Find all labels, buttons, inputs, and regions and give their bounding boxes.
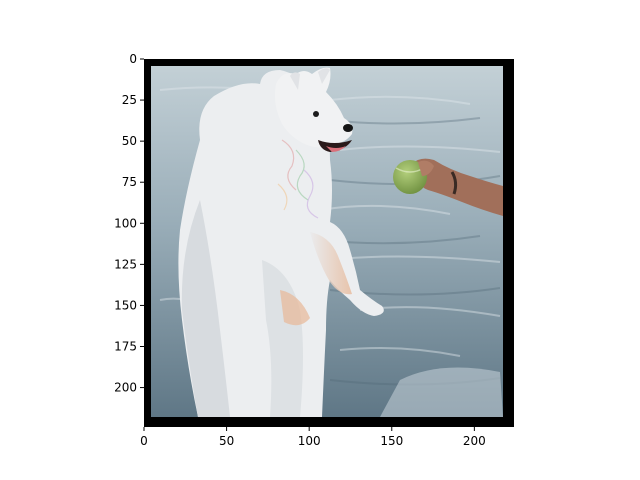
dog-head <box>274 67 353 148</box>
image-axes <box>144 59 514 427</box>
dog-nose <box>343 124 353 132</box>
y-tick-label: 50 <box>122 134 137 148</box>
samoyed-dog-photo-icon <box>151 66 503 417</box>
x-tick-label: 100 <box>298 434 321 448</box>
tennis-ball <box>393 160 427 194</box>
y-tick-label: 0 <box>129 52 137 66</box>
dog-body <box>178 70 384 417</box>
x-tick-label: 50 <box>219 434 234 448</box>
y-axis: 0 25 50 75 100 125 150 175 200 <box>114 52 144 395</box>
y-tick-label: 75 <box>122 175 137 189</box>
y-tick-label: 200 <box>114 381 137 395</box>
x-tick-label: 200 <box>463 434 486 448</box>
x-tick-label: 150 <box>380 434 403 448</box>
y-tick-label: 100 <box>114 216 137 230</box>
human-arm <box>412 158 503 216</box>
y-tick-label: 150 <box>114 298 137 312</box>
y-tick-label: 175 <box>114 340 137 354</box>
dog-eye <box>313 111 319 117</box>
x-tick-label: 0 <box>140 434 148 448</box>
y-tick-label: 125 <box>114 257 137 271</box>
x-axis: 0 50 100 150 200 <box>140 427 486 448</box>
dog-mouth <box>318 140 352 152</box>
y-tick-label: 25 <box>122 93 137 107</box>
